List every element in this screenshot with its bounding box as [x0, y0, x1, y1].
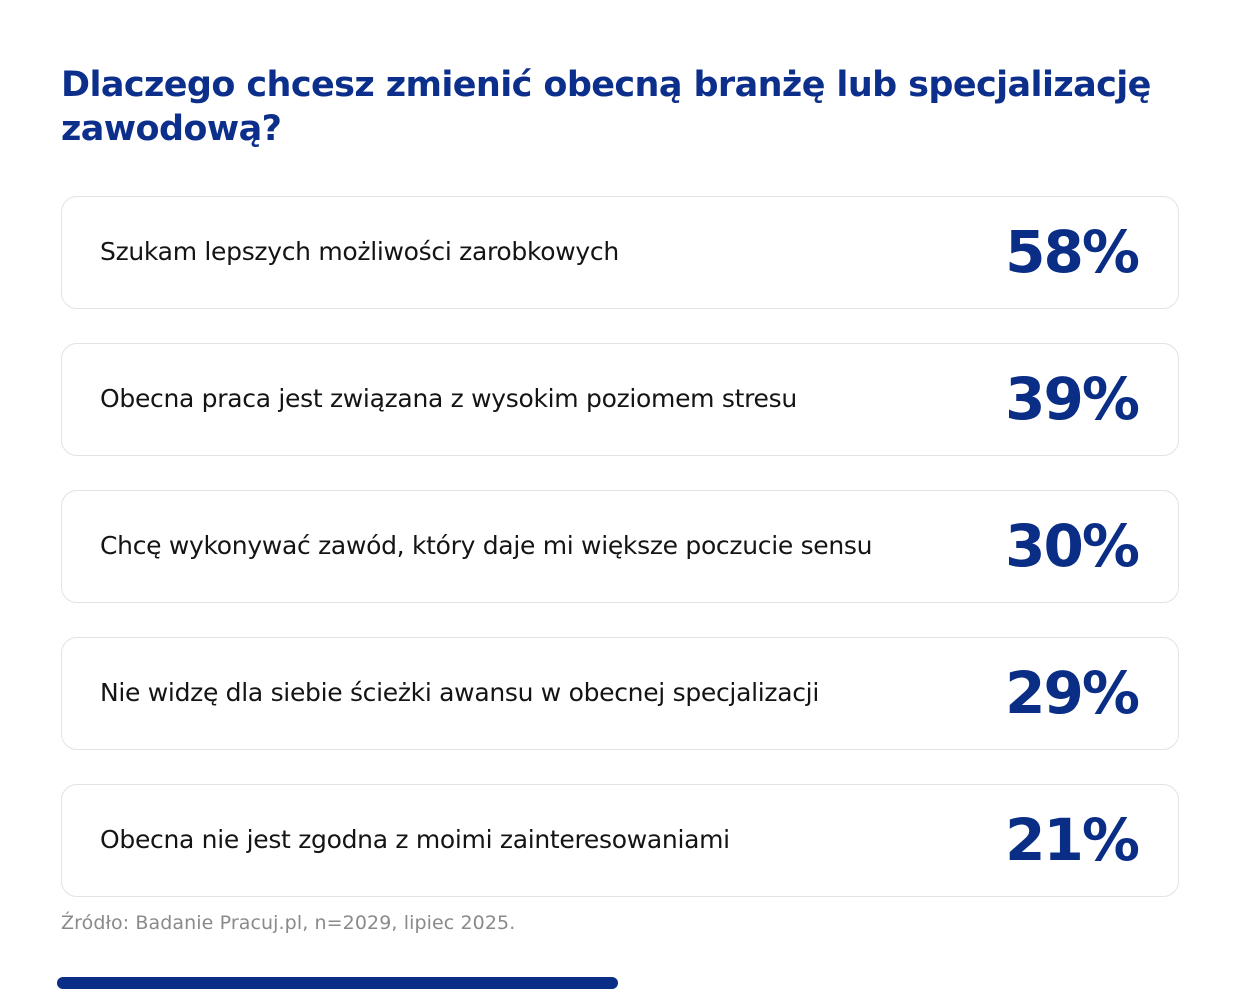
result-label: Obecna nie jest zgodna z moimi zainteres…	[100, 824, 730, 854]
result-card: Nie widzę dla siebie ścieżki awansu w ob…	[61, 636, 1179, 750]
result-card: Szukam lepszych możliwości zarobkowych 5…	[61, 195, 1179, 309]
footer-accent-bar	[57, 977, 618, 989]
result-percentage: 39%	[1005, 365, 1140, 433]
results-card-list: Szukam lepszych możliwości zarobkowych 5…	[61, 195, 1179, 897]
result-label: Nie widzę dla siebie ścieżki awansu w ob…	[100, 677, 819, 707]
page-title: Dlaczego chcesz zmienić obecną branżę lu…	[61, 65, 1151, 149]
result-label: Chcę wykonywać zawód, który daje mi więk…	[100, 530, 873, 560]
result-card: Obecna nie jest zgodna z moimi zainteres…	[61, 783, 1179, 897]
result-label: Obecna praca jest związana z wysokim poz…	[100, 383, 797, 413]
result-card: Chcę wykonywać zawód, który daje mi więk…	[61, 489, 1179, 603]
result-card: Obecna praca jest związana z wysokim poz…	[61, 342, 1179, 456]
result-percentage: 29%	[1005, 659, 1140, 727]
result-label: Szukam lepszych możliwości zarobkowych	[100, 236, 619, 266]
source-note: Źródło: Badanie Pracuj.pl, n=2029, lipie…	[61, 912, 516, 934]
result-percentage: 21%	[1005, 806, 1140, 874]
result-percentage: 30%	[1005, 512, 1140, 580]
result-percentage: 58%	[1005, 218, 1140, 286]
